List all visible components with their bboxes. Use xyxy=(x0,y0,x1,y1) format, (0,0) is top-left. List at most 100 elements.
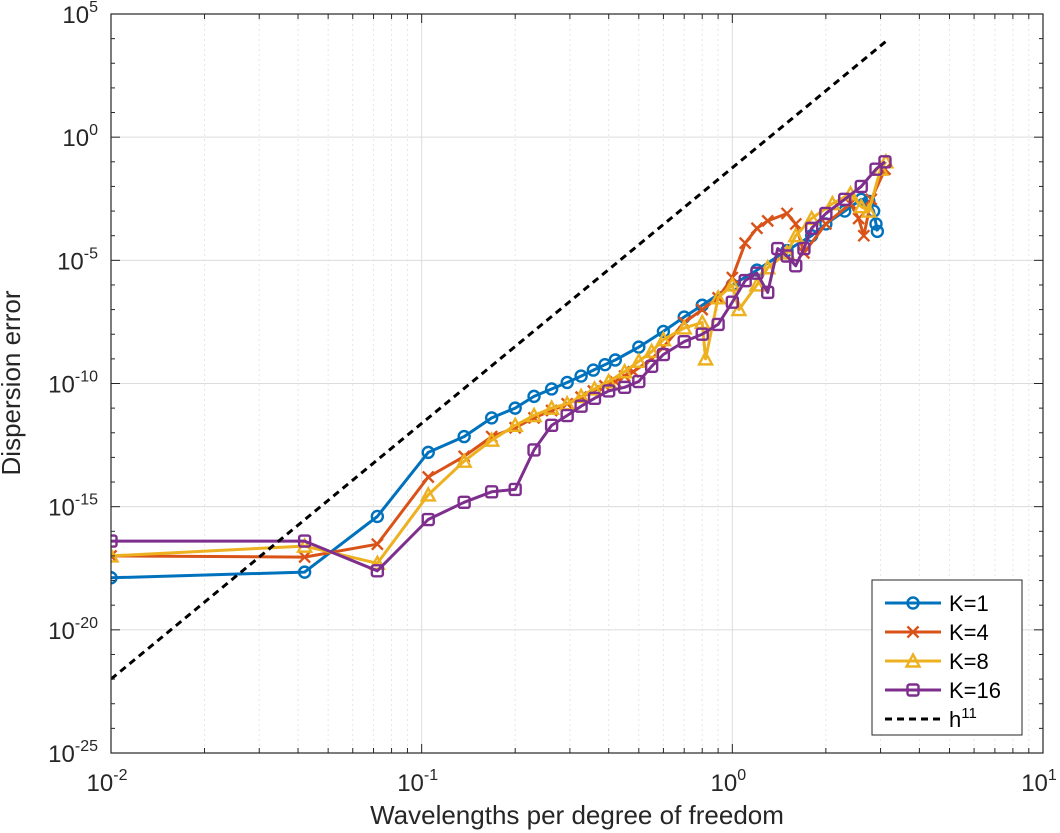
x-tick-label: 101 xyxy=(1021,767,1057,797)
data-point xyxy=(297,565,312,579)
data-point xyxy=(419,485,437,502)
legend-label-base: h xyxy=(949,707,961,732)
data-point xyxy=(560,408,574,423)
data-point xyxy=(838,192,852,207)
data-point xyxy=(506,416,524,433)
data-point xyxy=(780,207,794,220)
data-point xyxy=(586,363,601,377)
data-point xyxy=(544,418,559,433)
data-point xyxy=(656,347,671,362)
x-tick-label: 10-2 xyxy=(87,767,128,797)
y-tick-label: 100 xyxy=(62,122,98,152)
legend-marker xyxy=(906,683,920,697)
data-point xyxy=(527,389,541,404)
data-point xyxy=(869,217,883,231)
legend-item: K=1 xyxy=(885,591,989,616)
data-point xyxy=(771,241,785,256)
data-point xyxy=(543,399,561,415)
data-point xyxy=(370,537,384,551)
data-point xyxy=(675,318,693,335)
legend-label-exp: 11 xyxy=(961,705,977,722)
legend-box xyxy=(871,579,1023,736)
data-point xyxy=(608,353,622,367)
data-point xyxy=(598,357,612,372)
data-point xyxy=(819,217,833,231)
x-tick-label-exp: -2 xyxy=(113,767,127,784)
data-point xyxy=(457,495,471,510)
legend-label: K=8 xyxy=(949,649,989,674)
x-tick-label-exp: 0 xyxy=(737,767,746,784)
data-point xyxy=(780,249,794,263)
data-point xyxy=(574,369,588,383)
data-point xyxy=(695,303,709,316)
y-tick-label-base: 10 xyxy=(62,125,89,152)
data-point xyxy=(421,445,435,460)
y-tick-label-base: 10 xyxy=(48,618,75,645)
data-point xyxy=(643,342,661,359)
data-point xyxy=(644,359,659,373)
series-k-8 xyxy=(111,152,895,571)
y-tick-label-base: 10 xyxy=(48,372,75,399)
data-point xyxy=(632,374,646,389)
data-point xyxy=(761,214,775,228)
data-point xyxy=(111,546,120,563)
y-tick-label: 10-5 xyxy=(57,245,98,275)
data-point xyxy=(630,352,648,368)
data-point xyxy=(725,295,740,309)
x-tick-label: 10-1 xyxy=(397,767,438,797)
y-tick-label-base: 10 xyxy=(57,248,84,275)
series-line xyxy=(111,160,886,573)
y-axis-label: Dispersion error xyxy=(0,290,26,475)
ticks xyxy=(110,13,1043,754)
legend-marker xyxy=(906,625,920,639)
x-tick-label-base: 10 xyxy=(87,770,114,797)
x-tick-label-base: 10 xyxy=(711,770,738,797)
data-point xyxy=(421,470,435,484)
data-point xyxy=(111,534,118,548)
data-point xyxy=(600,372,618,389)
data-point xyxy=(111,549,118,563)
data-point xyxy=(297,534,312,548)
legend-item: K=16 xyxy=(885,678,1001,703)
data-point xyxy=(370,564,385,578)
data-point xyxy=(789,217,803,231)
data-point xyxy=(723,275,741,292)
x-axis-label: Wavelengths per degree of freedom xyxy=(370,800,784,830)
data-point xyxy=(677,334,691,349)
data-point xyxy=(697,349,715,366)
data-point xyxy=(738,273,752,288)
y-tick-label-base: 10 xyxy=(62,2,89,29)
data-point xyxy=(484,485,499,499)
legend-item: K=8 xyxy=(885,649,989,674)
data-point xyxy=(759,258,777,275)
x-tick-label-base: 10 xyxy=(397,770,424,797)
data-point xyxy=(574,399,588,413)
y-tick-label-exp: -5 xyxy=(84,245,98,262)
y-tick-label-exp: -25 xyxy=(75,738,98,755)
legend-item: h11 xyxy=(885,705,977,732)
data-point xyxy=(654,330,672,347)
data-point xyxy=(587,391,602,406)
data-point xyxy=(484,411,499,425)
data-point xyxy=(878,155,892,169)
data-point xyxy=(585,379,604,396)
x-tick-label-exp: -1 xyxy=(424,767,438,784)
data-point xyxy=(508,482,522,497)
data-point xyxy=(750,266,764,280)
data-point xyxy=(852,197,870,214)
data-point xyxy=(711,317,725,332)
y-tick-label: 10-10 xyxy=(48,369,98,399)
y-tick-label-exp: -10 xyxy=(75,369,98,386)
legend-item: K=4 xyxy=(885,620,989,645)
data-point xyxy=(616,362,634,379)
data-point xyxy=(750,221,764,235)
y-tick-label: 10-25 xyxy=(48,738,98,768)
data-point xyxy=(455,452,473,468)
series-line xyxy=(111,160,888,565)
legend-marker xyxy=(904,651,922,668)
data-point xyxy=(789,259,803,273)
data-point xyxy=(748,275,766,292)
